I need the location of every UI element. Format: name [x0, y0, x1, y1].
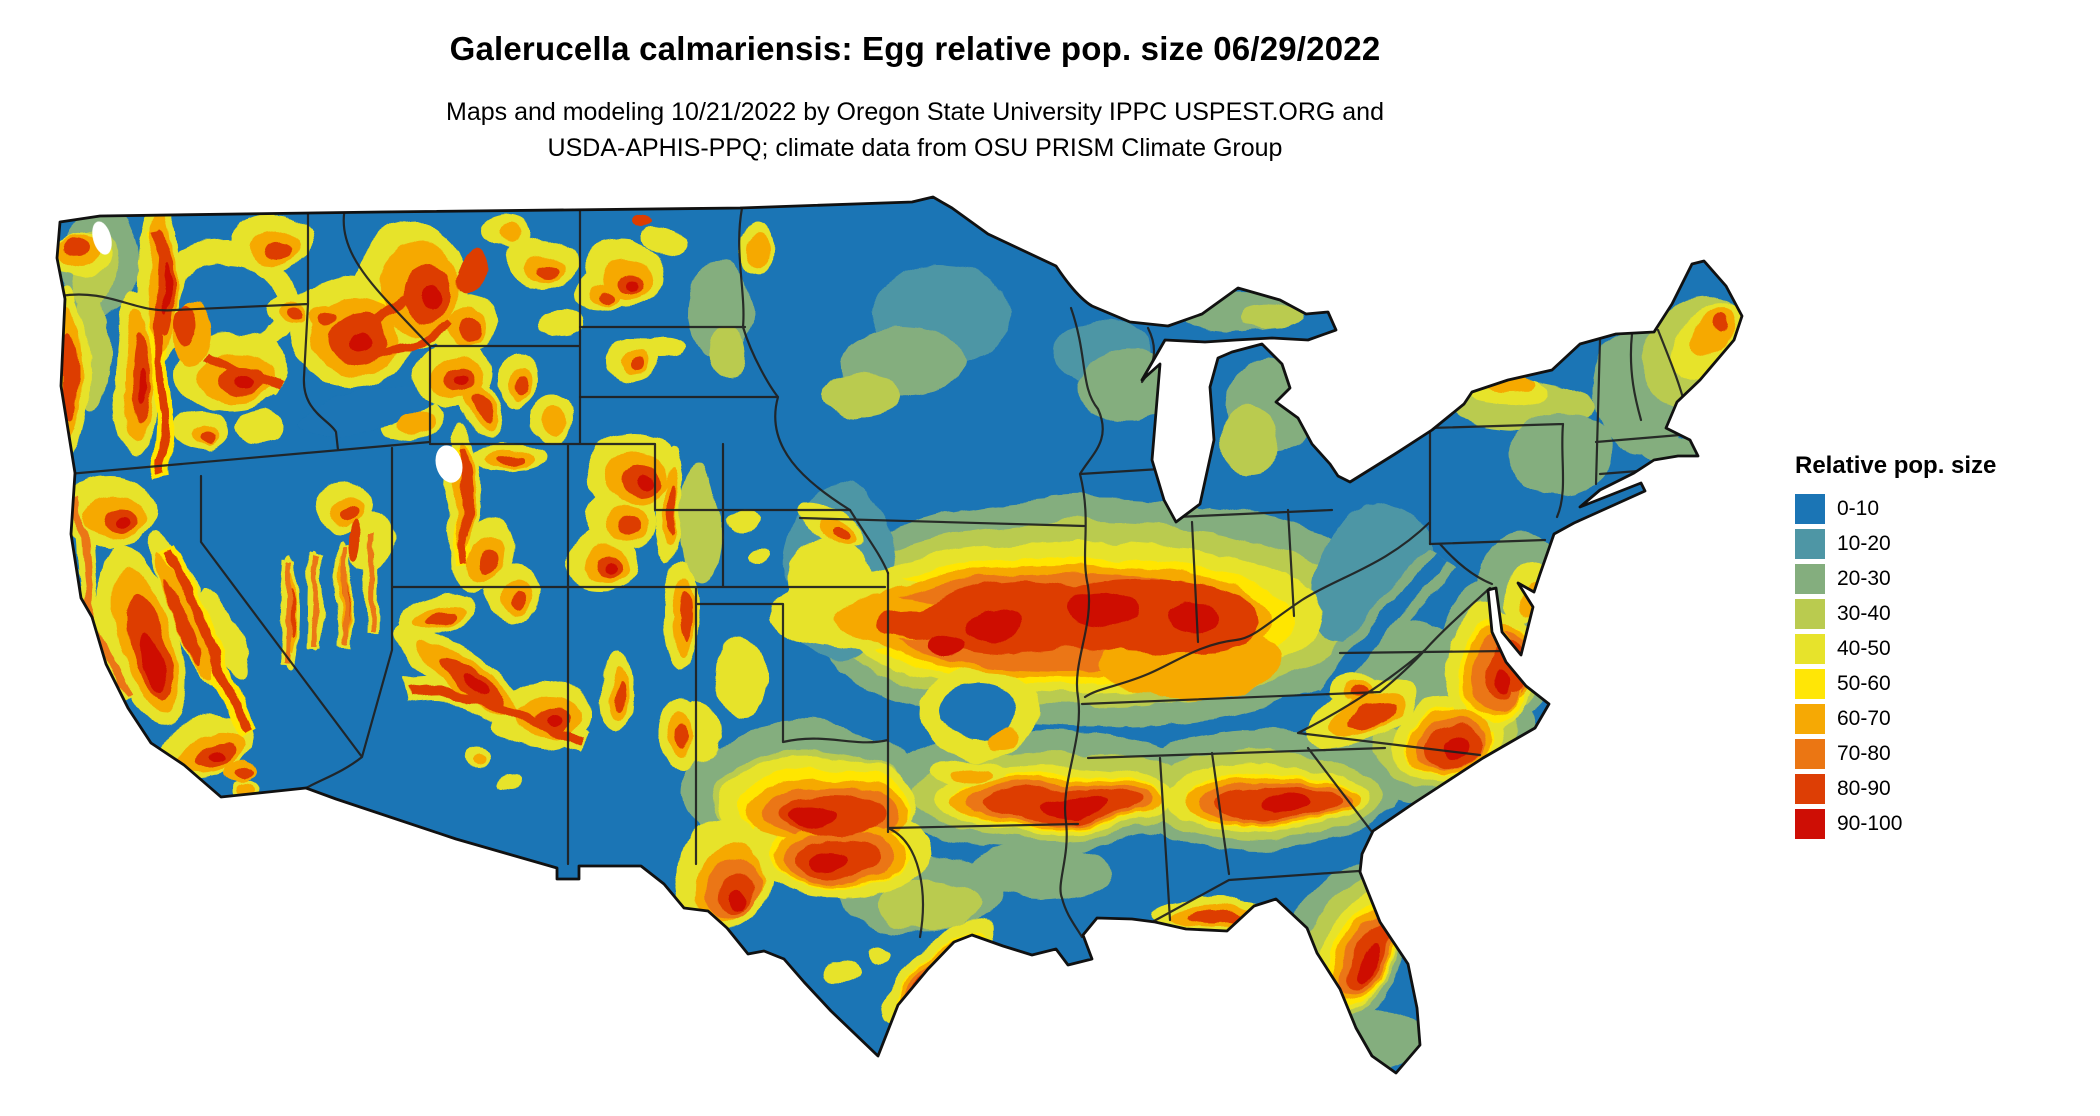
legend-label: 90-100 [1837, 812, 1903, 835]
us-map-svg [55, 195, 1744, 1075]
legend-swatch-90-100 [1795, 809, 1825, 839]
page-title: Galerucella calmariensis: Egg relative p… [449, 30, 1381, 67]
legend-label: 60-70 [1837, 707, 1891, 730]
legend-swatch-60-70 [1795, 704, 1825, 734]
legend-swatch-70-80 [1795, 739, 1825, 769]
legend-swatch-20-30 [1795, 564, 1825, 594]
legend: Relative pop. size 0-10 10-20 20-30 30-4… [1795, 452, 2085, 844]
legend-label: 50-60 [1837, 672, 1891, 695]
legend-label: 10-20 [1837, 532, 1891, 555]
legend-item: 40-50 [1795, 634, 2085, 664]
legend-item: 60-70 [1795, 704, 2085, 734]
legend-item: 90-100 [1795, 809, 2085, 839]
page-subtitle: Maps and modeling 10/21/2022 by Oregon S… [0, 94, 1830, 166]
legend-label: 40-50 [1837, 637, 1891, 660]
legend-label: 70-80 [1837, 742, 1891, 765]
legend-swatch-10-20 [1795, 529, 1825, 559]
legend-item: 20-30 [1795, 564, 2085, 594]
legend-item: 50-60 [1795, 669, 2085, 699]
legend-swatch-80-90 [1795, 774, 1825, 804]
legend-item: 80-90 [1795, 774, 2085, 804]
legend-swatch-50-60 [1795, 669, 1825, 699]
legend-label: 0-10 [1837, 497, 1880, 520]
great-salt-lake-water [435, 445, 463, 483]
map-raster [57, 197, 1742, 1073]
legend-swatch-40-50 [1795, 634, 1825, 664]
legend-item: 10-20 [1795, 529, 2085, 559]
subtitle-line-1: Maps and modeling 10/21/2022 by Oregon S… [446, 98, 1384, 126]
legend-item: 30-40 [1795, 599, 2085, 629]
subtitle-line-2: USDA-APHIS-PPQ; climate data from OSU PR… [547, 134, 1283, 162]
legend-label: 30-40 [1837, 602, 1891, 625]
legend-title: Relative pop. size [1795, 452, 1997, 479]
puget-sound-water [92, 221, 112, 255]
legend-swatch-0-10 [1795, 494, 1825, 524]
legend-label: 80-90 [1837, 777, 1891, 800]
legend-label: 20-30 [1837, 567, 1891, 590]
us-heatmap [40, 192, 1770, 1112]
heat-layer [57, 202, 1742, 1068]
legend-swatch-30-40 [1795, 599, 1825, 629]
legend-item: 0-10 [1795, 494, 2085, 524]
legend-item: 70-80 [1795, 739, 2085, 769]
state-borders [58, 206, 1685, 939]
